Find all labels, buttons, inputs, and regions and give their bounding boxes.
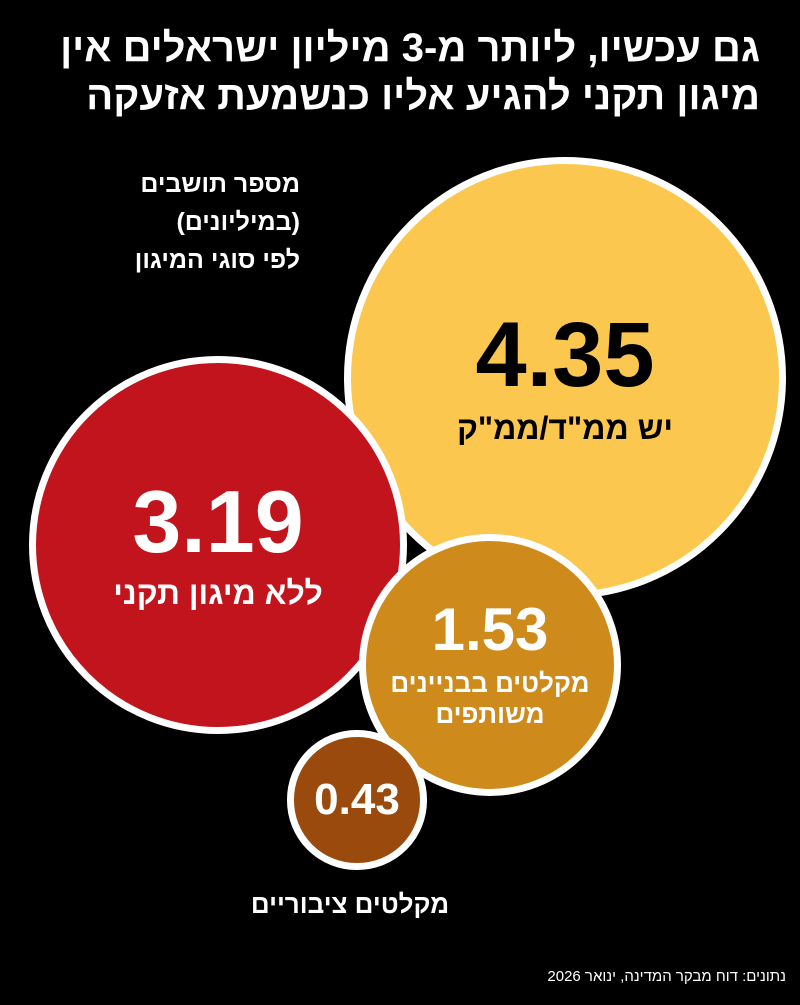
title-line: גם עכשיו, ליותר מ-3 מיליון ישראלים אין [60, 26, 760, 70]
value-label: 4.35 [475, 303, 655, 406]
category-label: יש ממ"ד/ממ"ק [456, 409, 673, 446]
subtitle-line: (במיליונים) [176, 208, 300, 236]
title-line: מיגון תקני להגיע אליו כנשמעת אזעקה [86, 74, 760, 118]
category-label: מקלטים ציבוריים [250, 889, 450, 919]
subtitle: מספר תושבים (במיליונים) לפי סוגי המיגון [135, 165, 300, 279]
subtitle-line: לפי סוגי המיגון [134, 246, 300, 274]
value-label: 3.19 [132, 471, 304, 571]
value-label: 1.53 [431, 595, 549, 663]
title: גם עכשיו, ליותר מ-3 מיליון ישראלים אין מ… [60, 24, 760, 120]
source: נתונים: דוח מבקר המדינה, ינואר 2026 [547, 968, 786, 985]
bubble: 4.35 יש ממ"ד/ממ"ק [343, 156, 787, 600]
subtitle-line: מספר תושבים [140, 170, 300, 198]
category-label: ללא מיגון תקני [113, 574, 323, 611]
bubble: 3.19 ללא מיגון תקני [28, 355, 408, 735]
value-label: 0.43 [314, 774, 400, 824]
category-label: מקלטים בבניינים משותפים [390, 667, 590, 729]
bubble: 0.43 [287, 730, 427, 870]
